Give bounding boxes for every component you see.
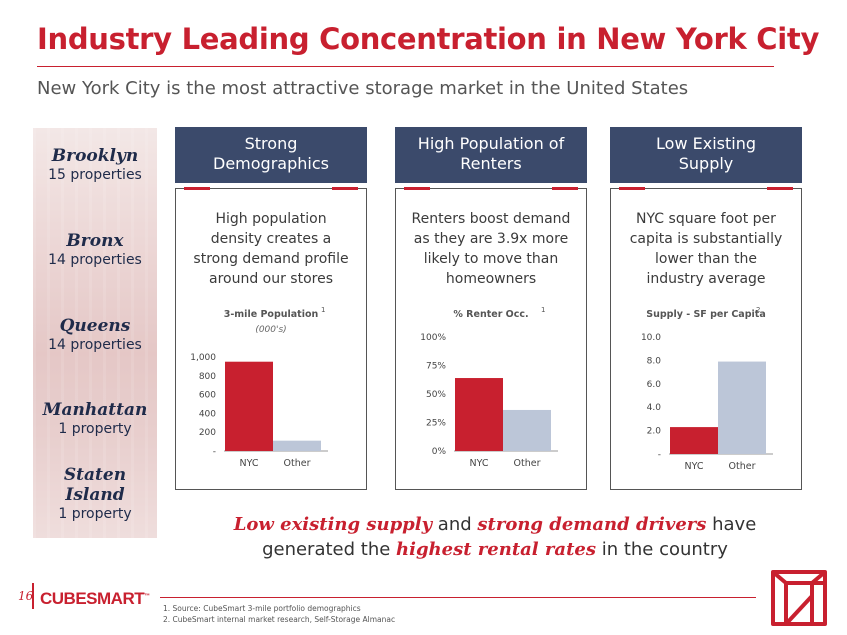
header-low-supply: Low Existing Supply [610,127,802,183]
y-tick-label: 25% [426,419,446,429]
chart-title: Supply - SF per Capita [646,309,765,320]
bar-other [503,409,551,451]
cube-logo-icon [771,570,827,626]
chart-title-footnote: 1 [321,306,325,314]
y-tick-label: 2.0 [647,427,662,437]
box-accent [767,187,793,190]
borough-count: 15 properties [48,167,142,183]
borough-name: Brooklyn [51,146,139,166]
header-line: Supply [678,154,734,173]
renter-chart: % Renter Occ. 1 0% 25% 50% 75% 100% NYC Other [420,306,558,469]
x-tick-label: Other [729,461,756,472]
tagline: Low existing supply and strong demand dr… [200,512,790,562]
y-tick-label: 1,000 [190,353,216,363]
y-tick-label: 0% [432,447,447,457]
tagline-emphasis: Low existing supply [233,514,433,535]
page-number: 16 [18,589,34,603]
borough-photo-panel: Brooklyn 15 properties Bronx 14 properti… [33,128,157,538]
header-line: High Population of [417,134,565,153]
header-renters: High Population of Renters [395,127,587,183]
page-subtitle: New York City is the most attractive sto… [37,78,689,99]
y-tick-label: 8.0 [647,356,662,366]
box-accent [552,187,578,190]
page-number-divider [32,583,34,609]
page-title: Industry Leading Concentration in New Yo… [37,22,820,56]
column-description: Renters boost demand as they are 3.9x mo… [411,211,571,287]
footnote: 1. Source: CubeSmart 3-mile portfolio de… [163,604,361,613]
header-line: Demographics [213,154,329,173]
header-strong-demographics: Strong Demographics [175,127,367,183]
borough-name: Manhattan [42,400,148,420]
borough-count: 14 properties [48,337,142,353]
logo-text: CUBESMART [40,589,145,608]
borough-name: Staten Island [63,465,127,505]
photo-overlay [33,128,157,538]
box-accent [332,187,358,190]
tagline-emphasis: strong demand drivers [477,514,707,535]
x-tick-label: Other [514,458,541,469]
chart-title-footnote: 2 [756,306,760,314]
y-tick-label: 75% [426,362,446,372]
header-line: Renters [460,154,522,173]
box-accent [404,187,430,190]
bar-nyc [670,427,718,454]
borough-count: 14 properties [48,252,142,268]
footnotes: 1. Source: CubeSmart 3-mile portfolio de… [163,603,395,625]
y-tick-label: 10.0 [641,333,661,343]
tagline-text: have generated the [262,514,757,560]
header-line: Low Existing [656,134,756,153]
borough-brooklyn: Brooklyn 15 properties [33,146,157,184]
x-tick-label: NYC [469,458,488,469]
column-description: High population density creates a strong… [193,211,349,287]
y-tick-label: 6.0 [647,380,662,390]
bar-nyc [225,361,273,451]
cubesmart-logo: CUBESMART™ [40,589,150,609]
borough-name: Queens [59,316,131,336]
y-tick-label: - [658,450,661,460]
column-description: NYC square foot per capita is substantia… [629,211,783,287]
logo-trademark: ™ [144,593,150,600]
y-tick-label: 50% [426,390,446,400]
y-tick-label: 100% [420,333,446,343]
tagline-emphasis: highest rental rates [396,539,596,560]
borough-manhattan: Manhattan 1 property [33,400,157,438]
y-tick-label: 4.0 [647,403,662,413]
x-tick-label: NYC [239,458,258,469]
borough-count: 1 property [58,421,132,437]
tagline-text: in the country [595,539,728,560]
column-box-supply: NYC square foot per capita is substantia… [610,187,802,490]
borough-queens: Queens 14 properties [33,316,157,354]
title-divider [37,66,774,67]
y-tick-label: 800 [199,372,216,382]
chart-title: % Renter Occ. [453,309,528,320]
y-tick-label: 200 [199,428,216,438]
column-box-renters: Renters boost demand as they are 3.9x mo… [395,187,587,490]
footnote: 2. CubeSmart internal market research, S… [163,615,396,624]
borough-bronx: Bronx 14 properties [33,231,157,269]
header-line: Strong [244,134,298,153]
bar-other [273,440,321,451]
population-chart: 3-mile Population 1 (000's) - 200 400 600 800 1,… [190,306,328,469]
y-tick-label: - [213,447,216,457]
box-accent [619,187,645,190]
chart-title-footnote: 1 [541,306,545,314]
borough-name: Bronx [66,231,124,251]
y-tick-label: 400 [199,409,216,419]
column-box-demographics: High population density creates a strong… [175,187,367,490]
borough-staten-island: Staten Island 1 property [33,465,157,523]
chart-title: 3-mile Population [224,309,319,320]
tagline-text: and [432,514,478,535]
borough-count: 1 property [58,506,132,522]
x-tick-label: NYC [684,461,703,472]
box-accent [184,187,210,190]
x-tick-label: Other [284,458,311,469]
y-tick-label: 600 [199,391,216,401]
footer-divider [160,597,756,598]
bar-nyc [455,378,503,451]
chart-subtitle: (000's) [255,325,286,335]
bar-other [718,361,766,454]
